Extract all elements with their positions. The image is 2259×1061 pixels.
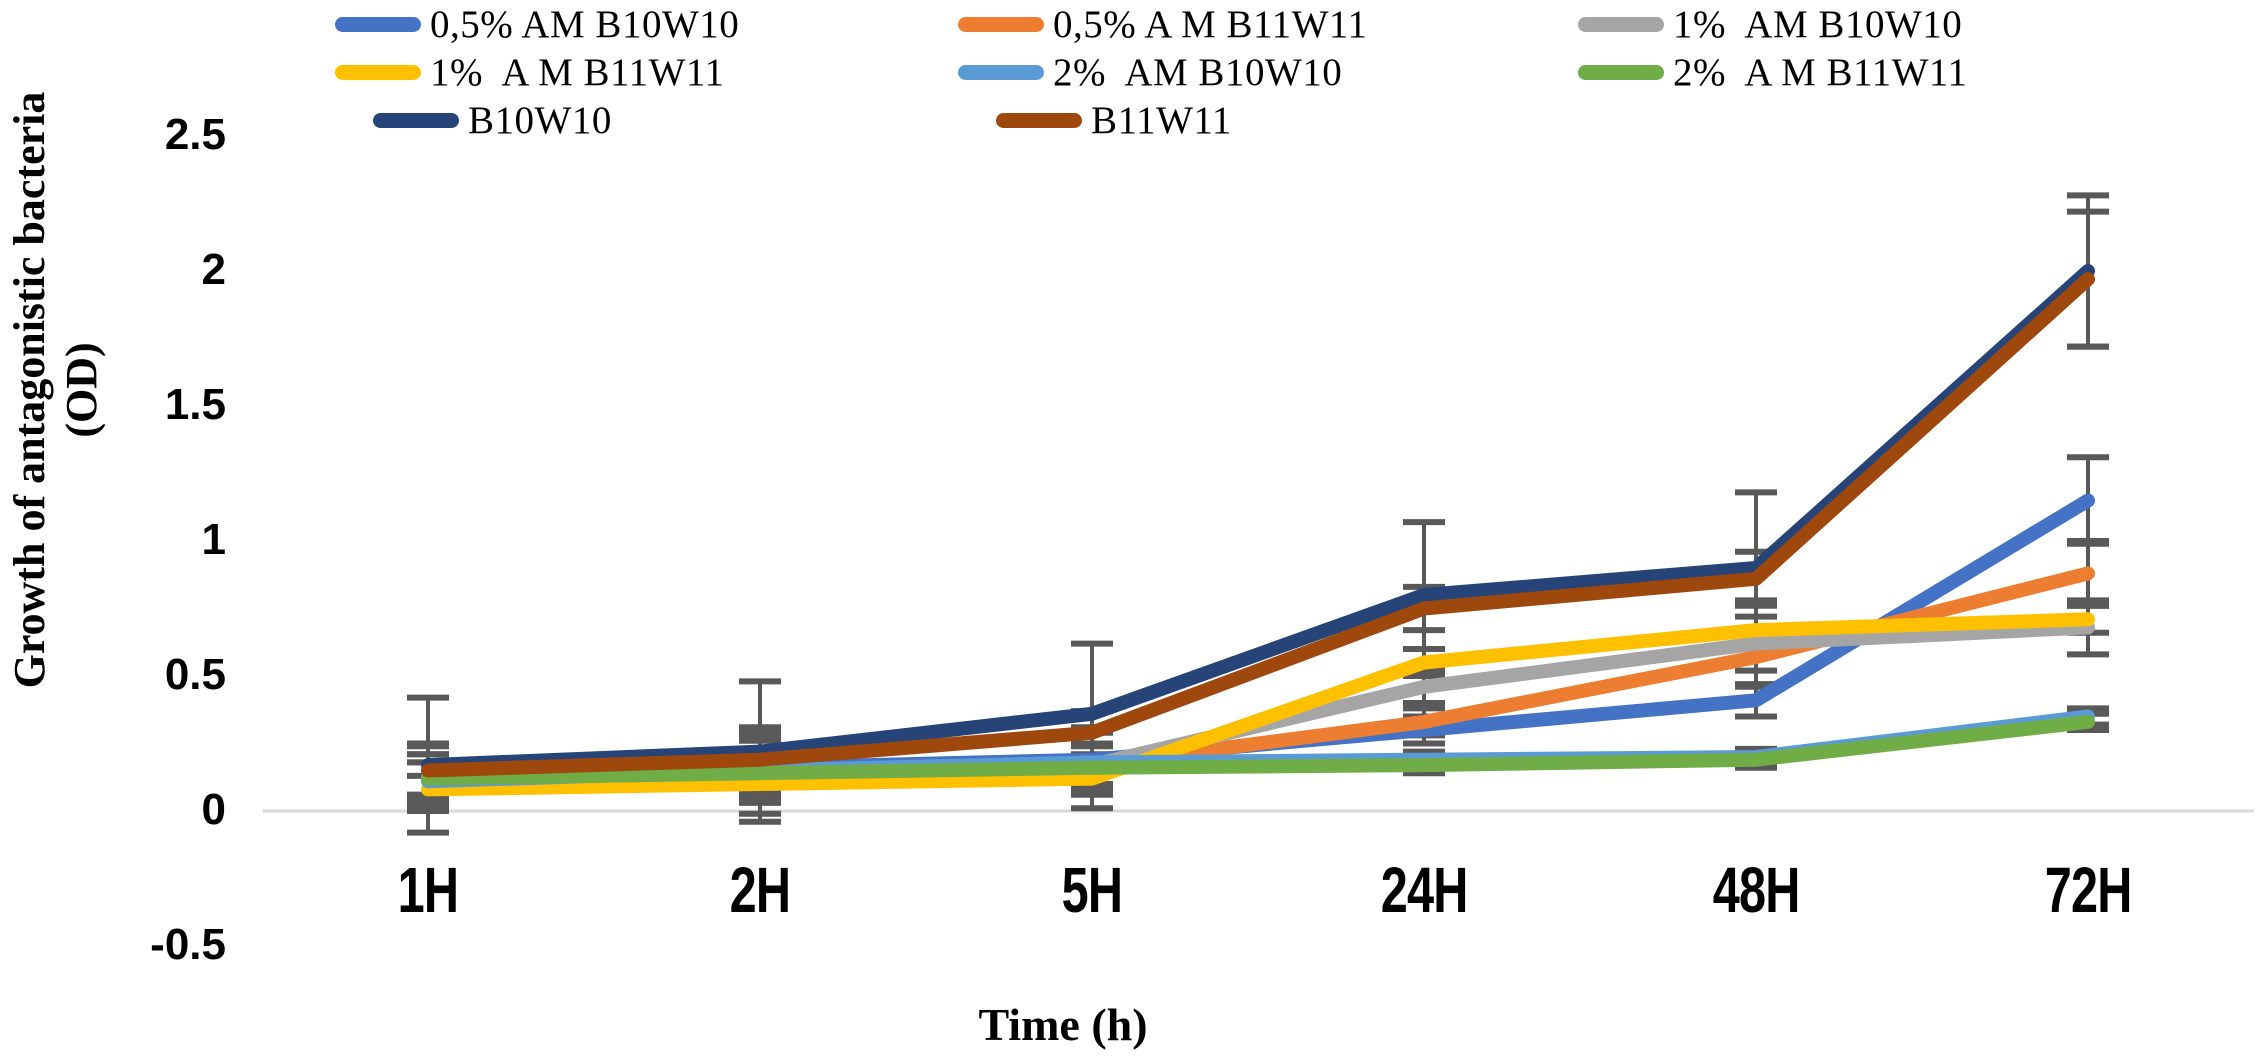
legend-item-b10w10: B10W10 xyxy=(373,98,612,142)
x-tick-text: 5H xyxy=(1061,854,1123,926)
series-line-1-a-m-b11w11 xyxy=(421,612,2095,797)
legend-label-0-5-a-m-b11w11: 0,5% A M B11W11 xyxy=(1053,2,1368,46)
legend-swatch-1-a-m-b11w11 xyxy=(335,64,421,80)
legend-swatch-2-am-b10w10 xyxy=(958,64,1044,80)
x-tick-label-48h: 48H xyxy=(1656,853,1856,927)
legend-swatch-1-am-b10w10 xyxy=(1578,16,1664,32)
legend-label-1-a-m-b11w11: 1% A M B11W11 xyxy=(430,50,725,94)
legend-label-0-5-am-b10w10: 0,5% AM B10W10 xyxy=(430,2,740,46)
x-axis-title: Time (h) xyxy=(978,999,1148,1050)
legend-label-b11w11: B11W11 xyxy=(1091,98,1232,142)
legend-item-0-5-a-m-b11w11: 0,5% A M B11W11 xyxy=(958,2,1367,46)
legend-label-2-a-m-b11w11: 2% A M B11W11 xyxy=(1673,50,1968,94)
series-line-b10w10 xyxy=(421,264,2095,773)
legend-swatch-0-5-am-b10w10 xyxy=(335,16,421,32)
x-tick-text: 24H xyxy=(1380,854,1469,926)
legend-swatch-0-5-a-m-b11w11 xyxy=(958,16,1044,32)
legend-label-2-am-b10w10: 2% AM B10W10 xyxy=(1053,50,1343,94)
legend-label-b10w10: B10W10 xyxy=(468,98,612,142)
y-tick-label-1: 1 xyxy=(201,515,226,564)
legend-item-2-am-b10w10: 2% AM B10W10 xyxy=(958,50,1342,94)
legend-label-1-am-b10w10: 1% AM B10W10 xyxy=(1673,2,1963,46)
y-tick-label-1-5: 1.5 xyxy=(164,380,226,429)
legend-item-b11w11: B11W11 xyxy=(996,98,1232,142)
x-tick-text: 2H xyxy=(729,854,791,926)
series-line-2-a-m-b11w11 xyxy=(421,714,2095,786)
x-tick-label-24h: 24H xyxy=(1324,853,1524,927)
series-line-b11w11 xyxy=(421,272,2095,778)
y-tick-label-2-5: 2.5 xyxy=(164,110,226,159)
x-tick-text: 72H xyxy=(2044,854,2133,926)
y-tick-label-2: 2 xyxy=(201,245,226,294)
y-tick-label-0-5: 0.5 xyxy=(164,650,226,699)
y-tick-label-0-5: -0.5 xyxy=(150,920,226,969)
legend-swatch-2-a-m-b11w11 xyxy=(1578,64,1664,80)
legend-item-1-a-m-b11w11: 1% A M B11W11 xyxy=(335,50,724,94)
x-tick-label-5h: 5H xyxy=(992,853,1192,927)
x-tick-label-1h: 1H xyxy=(328,853,528,927)
legend-swatch-b10w10 xyxy=(373,112,459,128)
x-tick-label-2h: 2H xyxy=(660,853,860,927)
y-tick-label-0: 0 xyxy=(201,785,226,834)
legend-item-0-5-am-b10w10: 0,5% AM B10W10 xyxy=(335,2,739,46)
x-tick-text: 48H xyxy=(1712,854,1801,926)
legend-item-1-am-b10w10: 1% AM B10W10 xyxy=(1578,2,1962,46)
x-tick-label-72h: 72H xyxy=(1988,853,2188,927)
x-tick-text: 1H xyxy=(397,854,459,926)
legend-swatch-b11w11 xyxy=(996,112,1082,128)
legend-item-2-a-m-b11w11: 2% A M B11W11 xyxy=(1578,50,1967,94)
